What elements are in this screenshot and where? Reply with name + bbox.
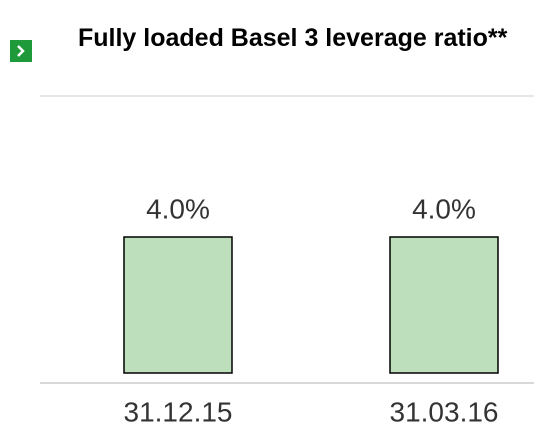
value-label: 4.0% <box>412 193 476 224</box>
x-tick-label: 31.03.16 <box>390 396 499 427</box>
bar <box>389 236 499 374</box>
chart-title: Fully loaded Basel 3 leverage ratio** <box>78 24 508 52</box>
value-label: 4.0% <box>146 193 210 224</box>
x-tick-label: 31.12.15 <box>124 396 233 427</box>
expand-icon[interactable] <box>10 40 32 62</box>
bar <box>123 236 233 374</box>
chevron <box>17 45 25 57</box>
